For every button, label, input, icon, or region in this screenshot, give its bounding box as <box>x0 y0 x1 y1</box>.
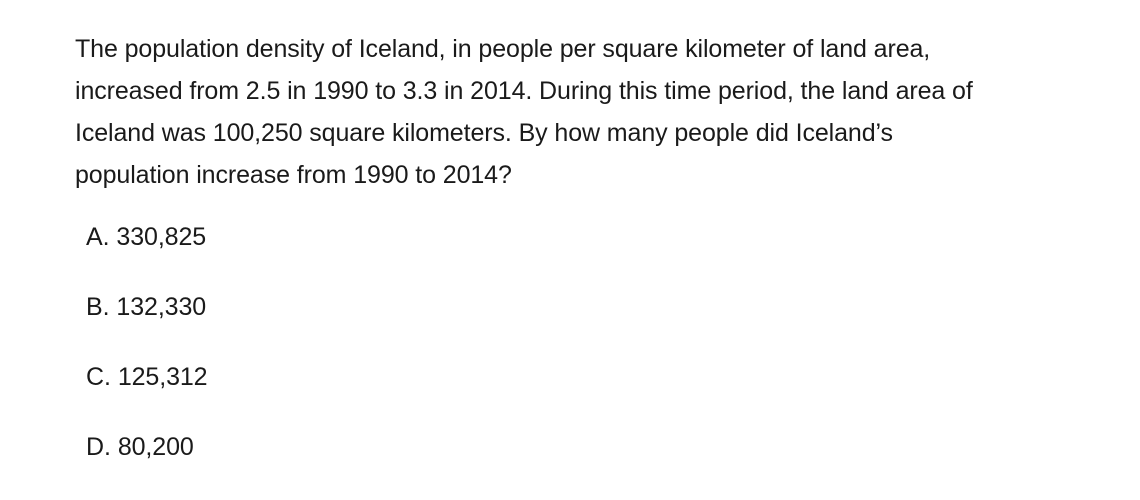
choice-a[interactable]: A. 330,825 <box>86 215 207 285</box>
choice-letter: B. <box>86 293 110 321</box>
question-line: population increase from 1990 to 2014? <box>75 161 512 189</box>
choice-value: 80,200 <box>117 433 194 461</box>
answer-choices: A. 330,825 B. 132,330 C. 125,312 D. 80,200 <box>86 215 208 495</box>
choice-c[interactable]: C. 125,312 <box>86 355 208 425</box>
choice-letter: D. <box>86 433 111 461</box>
question-line: increased from 2.5 in 1990 to 3.3 in 201… <box>75 77 973 105</box>
choice-letter: A. <box>86 223 110 251</box>
choice-letter: C. <box>86 363 111 391</box>
question-text: The population density of Iceland, in pe… <box>75 28 1105 196</box>
choice-value: 132,330 <box>116 293 207 321</box>
choice-value: 330,825 <box>116 223 207 251</box>
choice-b[interactable]: B. 132,330 <box>86 285 207 355</box>
choice-value: 125,312 <box>117 363 208 391</box>
question-line: Iceland was 100,250 square kilometers. B… <box>75 119 893 147</box>
choice-d[interactable]: D. 80,200 <box>86 425 207 495</box>
question-line: The population density of Iceland, in pe… <box>75 35 931 63</box>
